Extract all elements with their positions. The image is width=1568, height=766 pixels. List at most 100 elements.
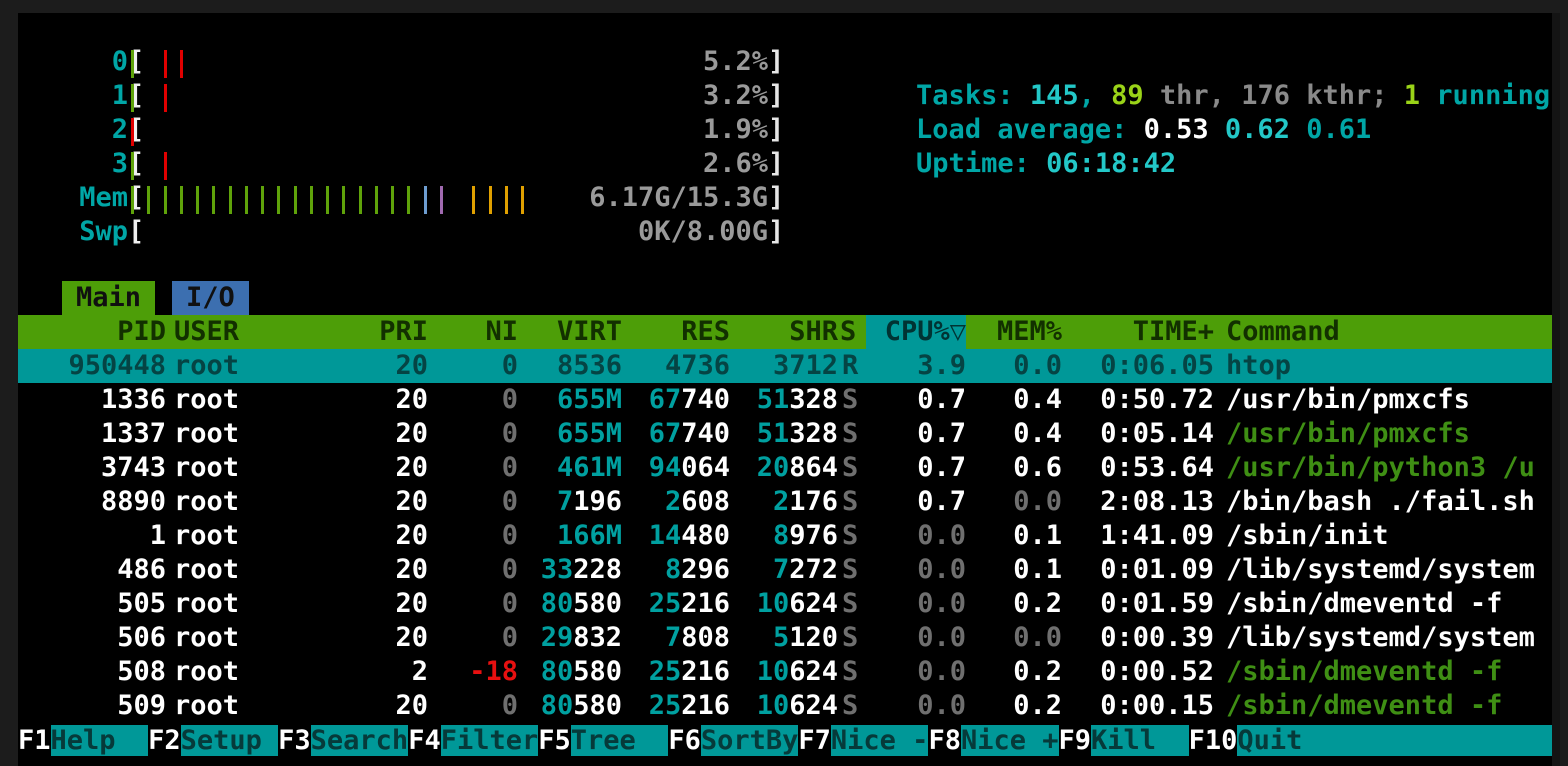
load-prefix: Load average: <box>916 114 1144 145</box>
cell-virt: 80580 <box>540 690 622 721</box>
cell-mem: 0.0 <box>1013 350 1062 381</box>
meter-bar <box>212 186 216 214</box>
cell-command: /sbin/init <box>1226 520 1389 551</box>
table-row[interactable]: 1337 root 20 0 655M 67740 51328 S 0.7 0.4 0:05.14 /… <box>18 417 1560 451</box>
fkey-action-search[interactable]: Search <box>310 725 409 756</box>
column-header-virt[interactable]: VIRT <box>556 316 622 347</box>
column-header-time[interactable]: TIME+ <box>1132 316 1214 347</box>
cell-shr: 3712 <box>772 350 838 381</box>
cell-pri: 20 <box>395 622 428 653</box>
meter-close-bracket: ] <box>768 80 785 111</box>
cell-time: 0:01.09 <box>1100 554 1214 585</box>
cell-ni: 0 <box>501 418 518 449</box>
cell-command: /usr/bin/pmxcfs <box>1226 384 1470 415</box>
meter-bar <box>196 186 199 214</box>
cell-res: 8296 <box>664 554 730 585</box>
cell-virt: 7196 <box>556 486 622 517</box>
cell-user: root <box>174 554 240 585</box>
fkey-action-kill[interactable]: Kill <box>1091 725 1189 756</box>
meter-close-bracket: ] <box>768 114 785 145</box>
fkey-action-tree[interactable]: Tree <box>570 725 669 756</box>
fkey-action-help[interactable]: Help <box>50 725 149 756</box>
cell-user: root <box>174 384 240 415</box>
cell-cpu: 0.7 <box>917 452 966 483</box>
cell-s: S <box>842 656 859 687</box>
fkey-action-sortby[interactable]: SortBy <box>700 725 799 756</box>
meter-label: Swp <box>79 216 128 247</box>
cell-virt: 655M <box>556 418 622 449</box>
cell-shr: 10624 <box>756 588 838 619</box>
table-row[interactable]: 950448 root 20 0 8536 4736 3712 R 3.9 0.0 0:06.05 h… <box>18 349 1560 383</box>
fkey-action-quit[interactable]: Quit <box>1237 725 1303 756</box>
column-header-pid[interactable]: PID <box>117 316 166 347</box>
cell-time: 0:06.05 <box>1100 350 1214 381</box>
cell-pid: 8890 <box>100 486 166 517</box>
table-row[interactable]: 505 root 20 0 80580 25216 10624 S 0.0 0.2 0:01.59 /… <box>18 587 1560 621</box>
meter-bar <box>374 186 378 214</box>
cell-shr: 10624 <box>756 690 838 721</box>
cell-shr: 7272 <box>772 554 838 585</box>
cell-pri: 20 <box>395 486 428 517</box>
table-row[interactable]: 509 root 20 0 80580 25216 10624 S 0.0 0.2 0:00.15 /… <box>18 689 1560 723</box>
cell-pid: 506 <box>117 622 166 653</box>
fkey-f1: F1 <box>18 725 51 756</box>
cell-s: S <box>842 554 859 585</box>
cell-ni: 0 <box>501 622 518 653</box>
cell-shr: 51328 <box>756 418 838 449</box>
column-header-pri[interactable]: PRI <box>379 316 428 347</box>
meter-row-1: 1[3.2%] <box>18 79 1560 113</box>
tasks-kthr-label: kthr; <box>1289 80 1404 111</box>
column-header-cmd[interactable]: Command <box>1226 316 1340 347</box>
tasks-running: 1 <box>1403 80 1421 111</box>
meter-bar <box>163 84 167 112</box>
cell-mem: 0.0 <box>1013 486 1062 517</box>
fkey-action-setup[interactable]: Setup <box>180 725 279 756</box>
meter-close-bracket: ] <box>768 148 785 179</box>
meter-bar <box>179 50 183 78</box>
cell-user: root <box>174 418 240 449</box>
table-row[interactable]: 508 root 2 -18 80580 25216 10624 S 0.0 0.2 0:00.52… <box>18 655 1560 689</box>
tab-main[interactable]: Main <box>62 281 156 315</box>
column-header-user[interactable]: USER <box>174 316 240 347</box>
cell-user: root <box>174 622 240 653</box>
meter-row-mem: Mem[6.17G/15.3G] <box>18 181 1560 215</box>
cell-mem: 0.1 <box>1013 520 1062 551</box>
meter-bar <box>521 186 524 214</box>
fkey-f4: F4 <box>408 725 441 756</box>
terminal-screen: 0[5.2%] 1[3.2%] 2[1.9%] 3[2.6%] Mem[6.17G/15… <box>18 13 1560 766</box>
tab-i-o[interactable]: I/O <box>172 281 249 315</box>
column-header-mem[interactable]: MEM% <box>996 316 1062 347</box>
table-row[interactable]: 8890 root 20 0 7196 2608 2176 S 0.7 0.0 2:08.13/bi… <box>18 485 1560 519</box>
cell-pid: 1337 <box>100 418 166 449</box>
cell-virt: 80580 <box>540 656 622 687</box>
vertical-scrollbar[interactable] <box>1552 13 1560 766</box>
cell-mem: 0.4 <box>1013 418 1062 449</box>
fkey-action-filter[interactable]: Filter <box>440 725 539 756</box>
fkey-action-nice[interactable]: Nice - <box>830 725 929 756</box>
column-header-cpu[interactable]: CPU%▽ <box>866 315 966 349</box>
column-header-s[interactable]: S <box>840 316 857 347</box>
meter-bar <box>342 186 346 214</box>
cell-time: 0:01.59 <box>1100 588 1214 619</box>
tasks-thr-label: thr, <box>1143 80 1242 111</box>
load-1min: 0.53 <box>1143 114 1209 145</box>
column-header-res[interactable]: RES <box>681 316 730 347</box>
table-row[interactable]: 1 root 20 0 166M 14480 8976 S 0.0 0.1 1:41.09/sbin… <box>18 519 1560 553</box>
cell-s: S <box>842 384 859 415</box>
table-row[interactable]: 3743 root 20 0 461M 94064 20864 S 0.7 0.6 0:53.64 /… <box>18 451 1560 485</box>
column-header-shr[interactable]: SHR <box>789 316 838 347</box>
tasks-kthreads: 176 <box>1241 80 1290 111</box>
fkey-action-nice[interactable]: Nice + <box>960 725 1059 756</box>
table-row[interactable]: 486 root 20 0 33228 8296 7272 S 0.0 0.1 0:01.09/li… <box>18 553 1560 587</box>
table-row[interactable]: 506 root 20 0 29832 7808 5120 S 0.0 0.0 0:00.39/li… <box>18 621 1560 655</box>
cell-virt: 461M <box>556 452 622 483</box>
column-header-ni[interactable]: NI <box>485 316 518 347</box>
meter-close-bracket: ] <box>768 46 785 77</box>
table-row[interactable]: 1336 root 20 0 655M 67740 51328 S 0.7 0.4 0:50.72 /… <box>18 383 1560 417</box>
cell-cpu: 0.0 <box>917 588 966 619</box>
meter-bar <box>391 186 394 214</box>
cell-cpu: 0.0 <box>917 520 966 551</box>
meter-bar <box>228 186 232 214</box>
meter-row-0: 0[5.2%] <box>18 45 1560 79</box>
cell-res: 25216 <box>648 690 730 721</box>
